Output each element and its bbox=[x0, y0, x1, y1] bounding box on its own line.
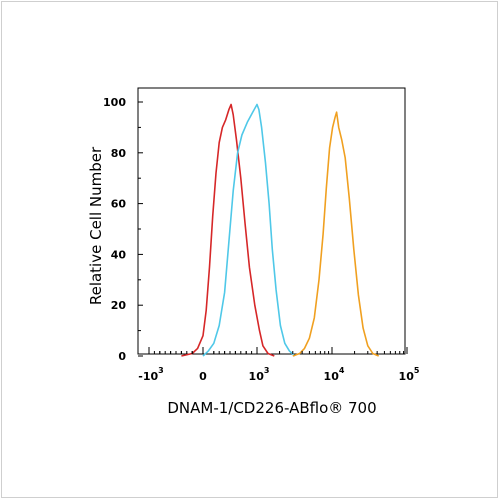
x-tick-label: 0 bbox=[199, 370, 207, 383]
x-tick-label: 105 bbox=[399, 366, 420, 383]
plot-frame bbox=[137, 87, 406, 355]
series-2-line bbox=[202, 103, 296, 357]
series-3-line bbox=[292, 111, 380, 357]
y-tick-label: 40 bbox=[111, 248, 127, 261]
y-tick-label: 20 bbox=[111, 299, 127, 312]
x-tick-label: 104 bbox=[324, 366, 345, 383]
x-tick-label: 103 bbox=[249, 366, 270, 383]
y-axis-title: Relative Cell Number bbox=[87, 146, 105, 305]
y-tick-label: 80 bbox=[111, 147, 127, 160]
y-tick-label: 0 bbox=[118, 350, 126, 363]
y-tick-label: 60 bbox=[111, 198, 127, 211]
series-1-line bbox=[181, 103, 275, 357]
x-axis-title: DNAM-1/CD226-ABflo® 700 bbox=[167, 399, 376, 417]
y-tick-label: 100 bbox=[103, 96, 126, 109]
x-tick-label: -103 bbox=[138, 366, 163, 383]
